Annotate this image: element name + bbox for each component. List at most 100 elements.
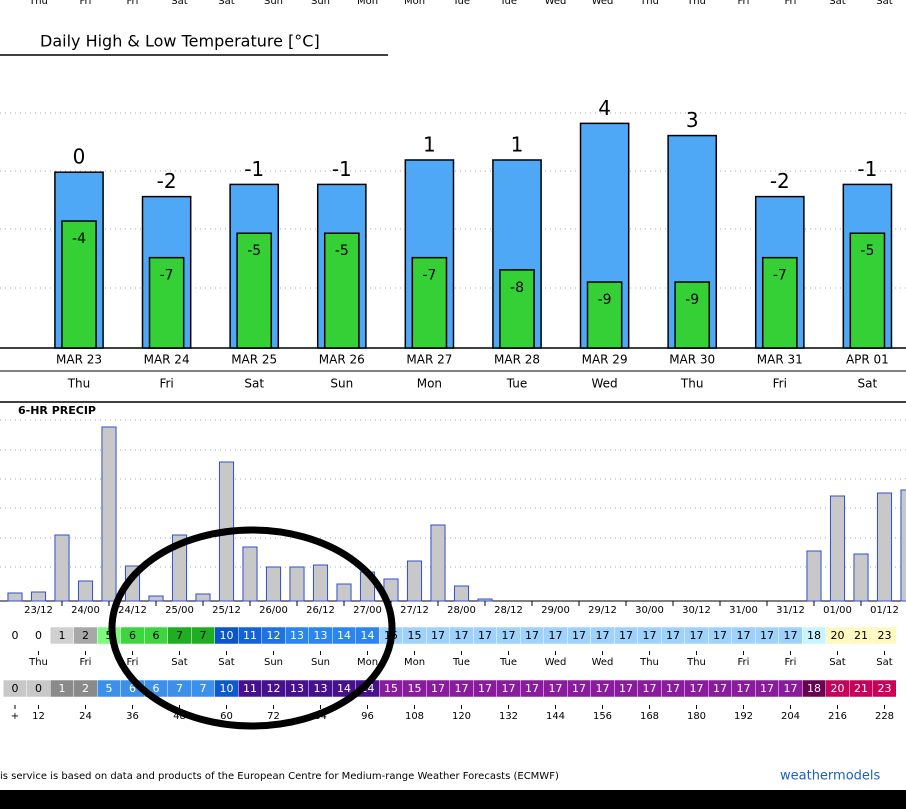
x-tick-label: 29/00 bbox=[541, 605, 570, 616]
bar bbox=[236, 232, 273, 349]
strip-value: 11 bbox=[243, 682, 257, 695]
bar bbox=[171, 534, 188, 602]
strip-value: 21 bbox=[854, 629, 868, 642]
strip-label: Sat bbox=[171, 657, 187, 668]
low-label: -5 bbox=[860, 243, 874, 259]
strip-label: Fri bbox=[785, 657, 797, 668]
strip-value: 6 bbox=[129, 629, 136, 642]
strip-label: 168 bbox=[640, 711, 659, 722]
x-tick-label: 26/00 bbox=[259, 605, 288, 616]
top-day-label: Sat bbox=[171, 0, 187, 7]
strip-value: 17 bbox=[502, 629, 516, 642]
bar bbox=[101, 426, 117, 602]
strip-label: Thu bbox=[639, 657, 659, 668]
high-label: -1 bbox=[857, 157, 877, 181]
bar bbox=[265, 566, 282, 602]
top-day-label: Sat bbox=[876, 0, 892, 7]
strip-value: 17 bbox=[478, 682, 492, 695]
strip-label: 120 bbox=[452, 711, 471, 722]
strip-label: Sat bbox=[218, 657, 234, 668]
strip-value: 17 bbox=[619, 629, 633, 642]
strip-value: 17 bbox=[690, 629, 704, 642]
strip-label: 144 bbox=[546, 711, 565, 722]
strip-value: 17 bbox=[760, 682, 774, 695]
top-day-label: Wed bbox=[545, 0, 567, 7]
highlight-circle bbox=[108, 526, 396, 730]
strip-value: 17 bbox=[431, 682, 445, 695]
generated: Thu Fri Fri Sat Sat Sun Sun Mon Mon Tue Tue Wed Wed T… bbox=[3, 0, 906, 722]
bar bbox=[806, 550, 822, 602]
precip-grid bbox=[0, 419, 906, 568]
high-label: 0 bbox=[73, 145, 86, 169]
strip-label: Mon bbox=[404, 657, 425, 668]
top-day-label: Wed bbox=[592, 0, 614, 7]
strip-value: 5 bbox=[106, 682, 113, 695]
top-day-label: Fri bbox=[785, 0, 797, 7]
strip-value: 14 bbox=[337, 629, 351, 642]
x-tick-label: 28/00 bbox=[447, 605, 476, 616]
strip-value: 17 bbox=[713, 682, 727, 695]
bar bbox=[406, 560, 423, 602]
strip-label: Wed bbox=[592, 657, 614, 668]
x-tick-label: MAR 29 bbox=[582, 353, 628, 367]
strip-label: Sun bbox=[264, 657, 283, 668]
strip-value: 15 bbox=[384, 682, 398, 695]
high-label: 1 bbox=[511, 132, 524, 156]
top-day-label: Tue bbox=[499, 0, 517, 7]
strip-value: 15 bbox=[408, 682, 422, 695]
day-label: Tue bbox=[506, 377, 528, 391]
strip-value: 2 bbox=[82, 682, 89, 695]
footer-brand: weathermodels bbox=[780, 769, 881, 784]
bar bbox=[289, 566, 305, 602]
x-tick-label: APR 01 bbox=[846, 353, 889, 367]
temp-title: Daily High & Low Temperature [°C] bbox=[40, 32, 320, 51]
low-label: -9 bbox=[685, 292, 699, 308]
strip-value: 14 bbox=[361, 629, 375, 642]
x-tick-label: MAR 25 bbox=[231, 353, 277, 367]
strip-value: 23 bbox=[878, 682, 892, 695]
strip-label: 108 bbox=[405, 711, 424, 722]
high-label: -2 bbox=[157, 169, 177, 193]
x-tick-label: 25/00 bbox=[165, 605, 194, 616]
strip-value: 7 bbox=[176, 629, 183, 642]
high-label: -2 bbox=[770, 169, 790, 193]
x-tick-label: 24/00 bbox=[71, 605, 100, 616]
strip-value: 13 bbox=[314, 682, 328, 695]
strip-value: 10 bbox=[220, 682, 234, 695]
bar bbox=[312, 564, 329, 602]
bottom-bar bbox=[0, 790, 906, 809]
bar bbox=[853, 553, 869, 602]
strip-value: 17 bbox=[525, 682, 539, 695]
footer-text: is service is based on data and products… bbox=[0, 771, 559, 782]
strip-value: 17 bbox=[737, 682, 751, 695]
strip-value: 17 bbox=[784, 629, 798, 642]
day-label: Thu bbox=[680, 377, 704, 391]
strip-value: 15 bbox=[408, 629, 422, 642]
x-tick-label: MAR 31 bbox=[757, 353, 803, 367]
top-day-label: Tue bbox=[452, 0, 470, 7]
strip-value: 17 bbox=[478, 629, 492, 642]
strip-label: + bbox=[11, 711, 19, 722]
x-tick-label: 25/12 bbox=[212, 605, 241, 616]
strip-value: 23 bbox=[878, 629, 892, 642]
day-label: Fri bbox=[773, 377, 787, 391]
strip-value: 17 bbox=[666, 682, 680, 695]
strip-value: 17 bbox=[713, 629, 727, 642]
x-tick-label: 29/12 bbox=[588, 605, 617, 616]
strip-value: 7 bbox=[200, 682, 207, 695]
bar bbox=[148, 595, 164, 602]
strip-value: 17 bbox=[502, 682, 516, 695]
strip-value: 6 bbox=[129, 682, 136, 695]
x-tick-label: 31/12 bbox=[776, 605, 805, 616]
bar bbox=[323, 232, 360, 349]
strip-value: 17 bbox=[737, 629, 751, 642]
strip-label: 156 bbox=[593, 711, 612, 722]
strip-value: 17 bbox=[455, 682, 469, 695]
strip-label: Fri bbox=[127, 657, 139, 668]
strip-label: Thu bbox=[28, 657, 48, 668]
low-label: -7 bbox=[773, 268, 787, 284]
strip-label: Fri bbox=[738, 657, 750, 668]
x-tick-label: MAR 28 bbox=[494, 353, 540, 367]
bar bbox=[453, 585, 470, 602]
